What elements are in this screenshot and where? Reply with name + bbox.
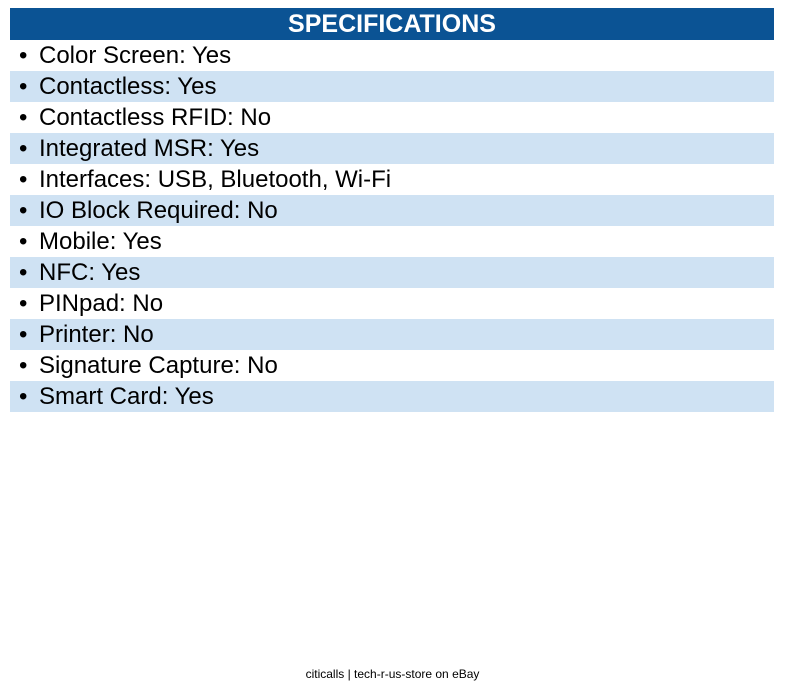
spec-item: PINpad: No (10, 288, 774, 319)
spec-item: Signature Capture: No (10, 350, 774, 381)
footer: citicalls | tech-r-us-store on eBay (305, 667, 480, 681)
spec-item: Printer: No (10, 319, 774, 350)
spec-item: Color Screen: Yes (10, 40, 774, 71)
spec-item: NFC: Yes (10, 257, 774, 288)
spec-item: Mobile: Yes (10, 226, 774, 257)
spec-list: Color Screen: YesContactless: YesContact… (10, 40, 774, 412)
spec-item: Integrated MSR: Yes (10, 133, 774, 164)
spec-item: Contactless RFID: No (10, 102, 774, 133)
spec-item: Contactless: Yes (10, 71, 774, 102)
spec-item: IO Block Required: No (10, 195, 774, 226)
header-title: SPECIFICATIONS (10, 8, 774, 40)
spec-item: Interfaces: USB, Bluetooth, Wi-Fi (10, 164, 774, 195)
spec-item: Smart Card: Yes (10, 381, 774, 412)
